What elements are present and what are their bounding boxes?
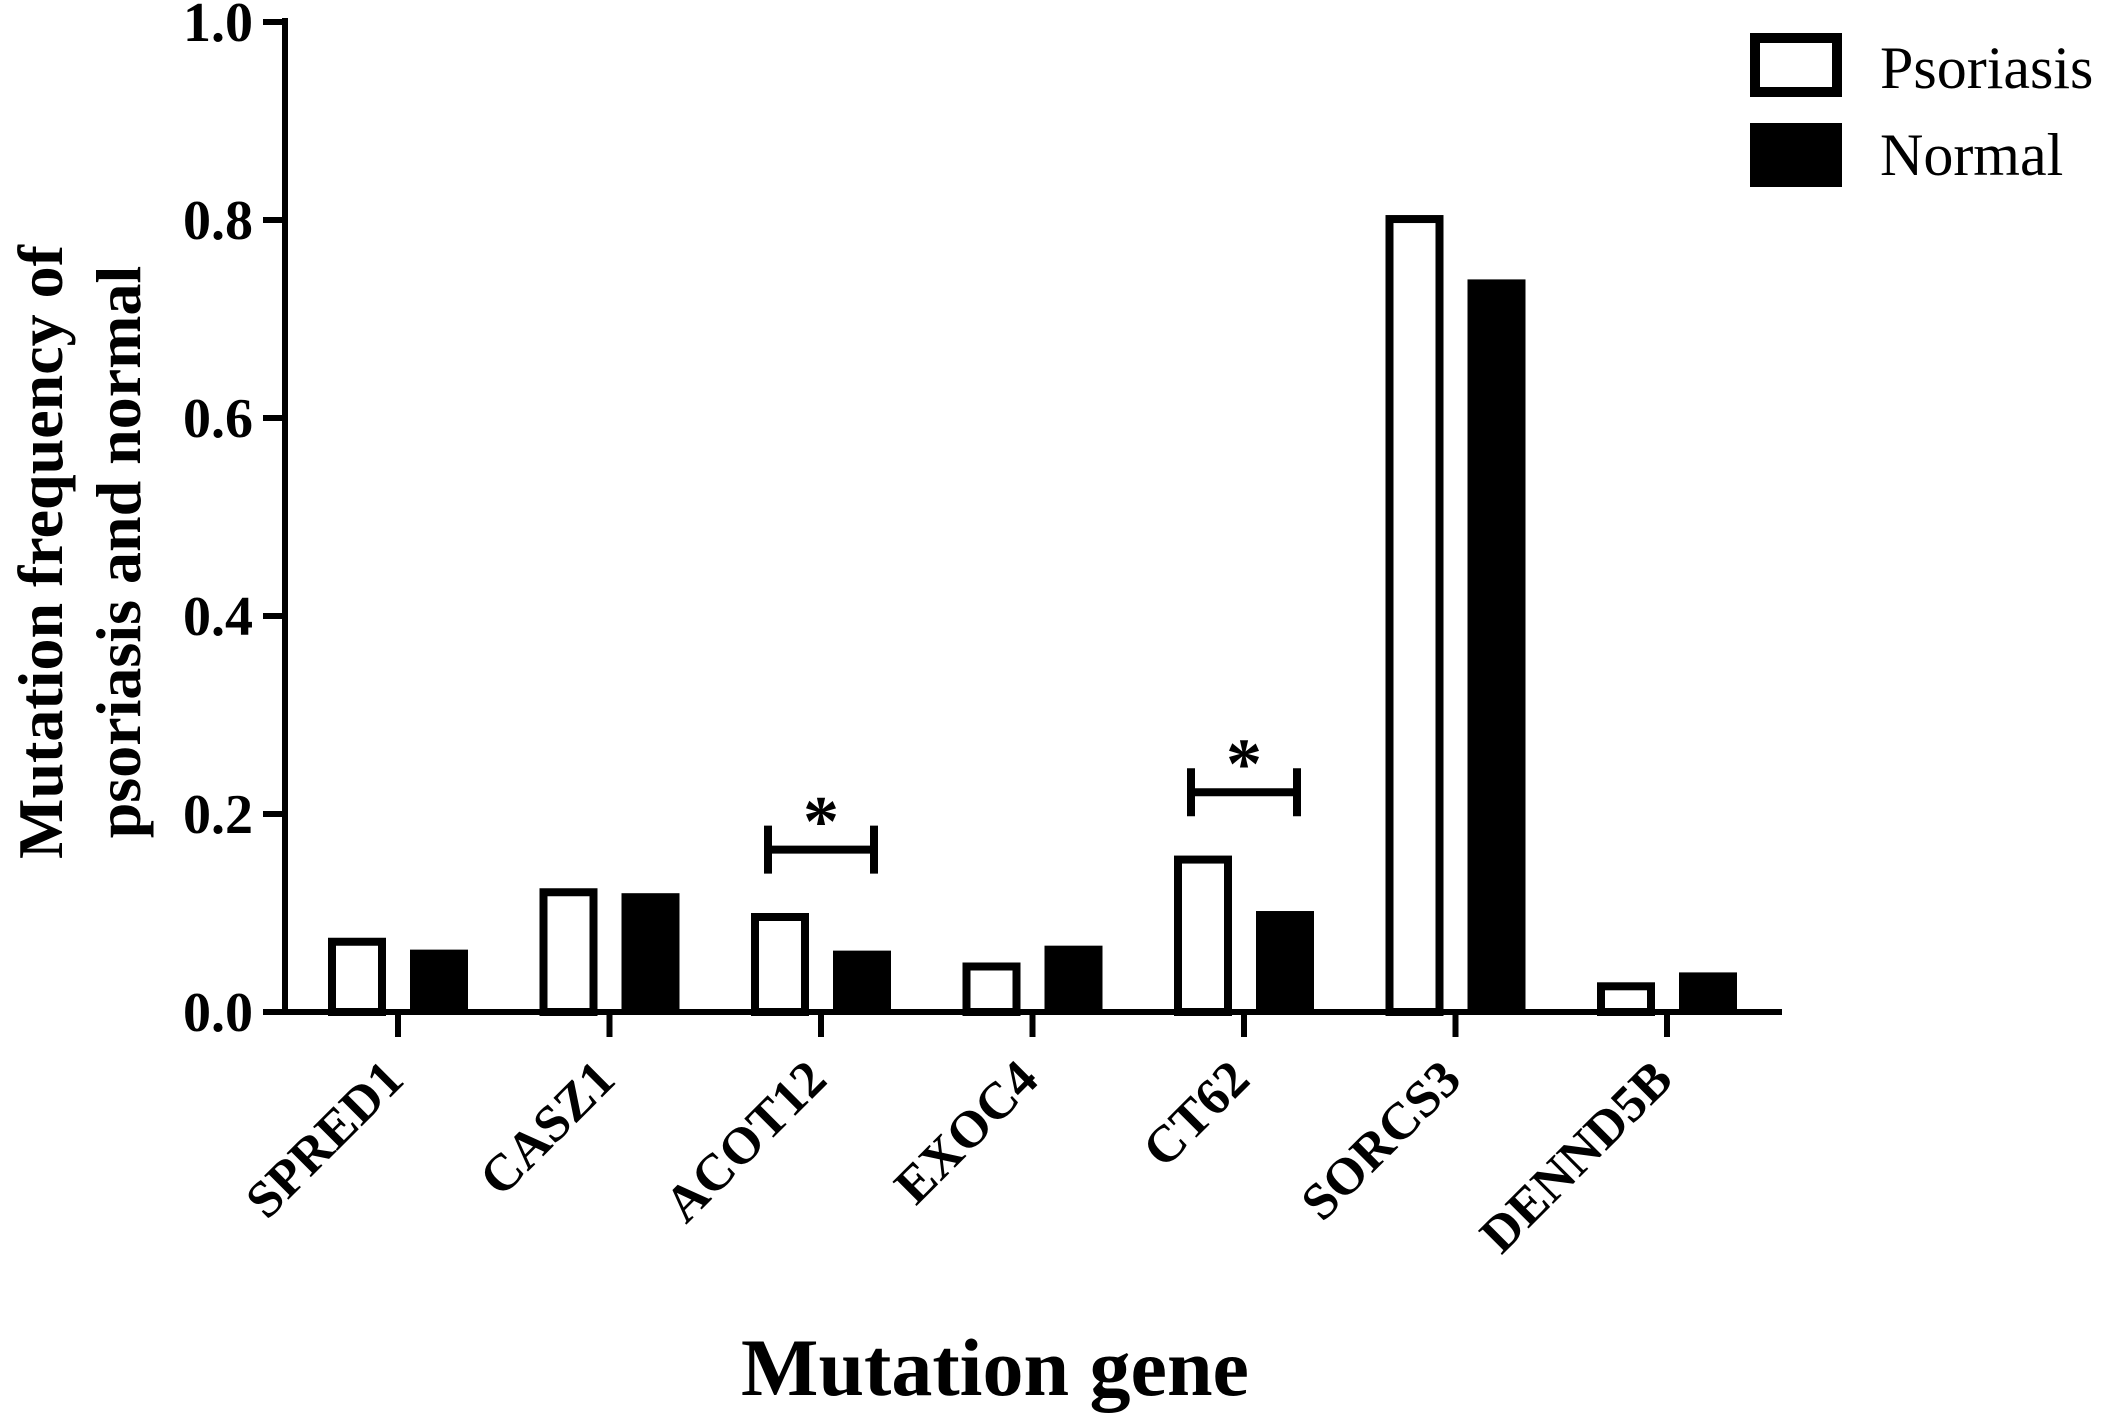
x-tick-label-casz1: CASZ1 <box>469 1050 626 1207</box>
x-axis-title: Mutation gene <box>741 1322 1249 1413</box>
bar-normal-sorcs3 <box>1467 279 1526 1012</box>
bar-normal-acot12 <box>833 950 891 1012</box>
y-tick-label-0.0: 0.0 <box>183 982 253 1044</box>
bar-psoriasis-casz1 <box>539 888 598 1016</box>
bar-normal-ct62 <box>1256 911 1314 1012</box>
bar-normal-dennd5b <box>1679 972 1737 1012</box>
legend-swatch-normal <box>1750 123 1842 187</box>
bar-psoriasis-acot12 <box>751 913 809 1016</box>
bar-psoriasis-ct62 <box>1174 855 1232 1017</box>
x-tick-label-exoc4: EXOC4 <box>884 1050 1049 1215</box>
bar-psoriasis-spred1 <box>328 937 386 1016</box>
y-tick-label-0.8: 0.8 <box>183 190 253 252</box>
bars-layer <box>328 215 1737 1017</box>
legend-label-psoriasis: Psoriasis <box>1880 35 2093 101</box>
axes-layer: 0.0 0.2 0.4 0.6 0.8 1.0 SPRED1 CASZ1 ACOT12 EXOC4… <box>183 0 1782 1264</box>
y-tick-label-1.0: 1.0 <box>183 0 253 54</box>
bar-normal-spred1 <box>410 949 468 1012</box>
sig-star-acot12: * <box>803 782 839 862</box>
legend: Psoriasis Normal <box>1750 33 2093 188</box>
x-tick-label-spred1: SPRED1 <box>235 1050 414 1229</box>
bar-normal-casz1 <box>621 893 680 1012</box>
y-tick-label-0.2: 0.2 <box>183 784 253 846</box>
y-tick-label-0.4: 0.4 <box>183 586 253 648</box>
x-tick-label-dennd5b: DENND5B <box>1470 1050 1684 1264</box>
y-axis-title-line-2: psoriasis and normal <box>83 266 154 839</box>
x-tick-label-ct62: CT62 <box>1132 1050 1260 1178</box>
bar-psoriasis-exoc4 <box>962 962 1021 1016</box>
bar-psoriasis-sorcs3 <box>1385 215 1444 1017</box>
x-tick-label-sorcs3: SORCS3 <box>1291 1050 1472 1231</box>
bar-psoriasis-dennd5b <box>1597 982 1655 1016</box>
x-tick-label-acot12: ACOT12 <box>654 1050 837 1233</box>
bar-normal-exoc4 <box>1044 945 1103 1012</box>
y-tick-label-0.6: 0.6 <box>183 388 253 450</box>
legend-swatch-psoriasis <box>1750 33 1842 97</box>
sig-star-ct62: * <box>1226 724 1262 804</box>
significance-annotations: ** <box>764 724 1301 874</box>
legend-label-normal: Normal <box>1880 122 2063 188</box>
y-axis-title-line-1: Mutation frequency of <box>5 244 76 859</box>
